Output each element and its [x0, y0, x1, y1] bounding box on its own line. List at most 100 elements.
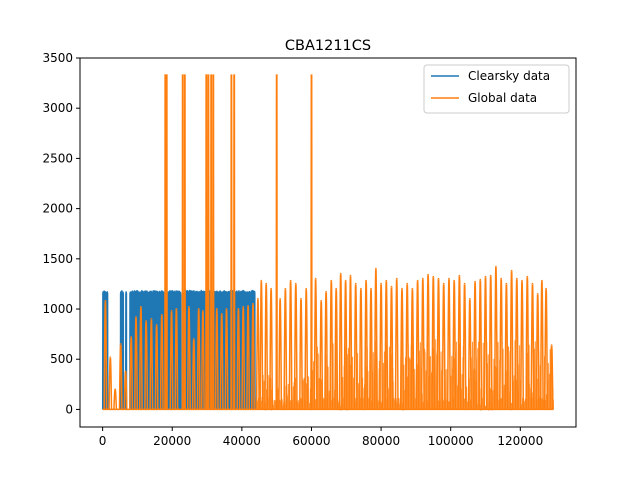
global-daily-peak — [129, 336, 134, 410]
global-daily-peak — [405, 283, 410, 410]
y-tick-label: 0 — [65, 402, 73, 416]
global-spike — [181, 74, 184, 410]
global-daily-peak — [467, 298, 472, 410]
global-daily-peak — [123, 370, 128, 410]
global-spike — [210, 74, 213, 410]
y-tick-label: 2500 — [42, 151, 73, 165]
global-daily-peak — [113, 388, 118, 410]
global-daily-peak — [236, 308, 241, 410]
y-tick-label: 500 — [50, 352, 73, 366]
global-daily-peak — [544, 288, 549, 410]
global-daily-peak — [264, 283, 269, 410]
global-daily-peak — [446, 278, 451, 410]
global-daily-peak — [118, 343, 123, 410]
y-tick-label: 1500 — [42, 252, 73, 266]
global-daily-peak — [324, 291, 329, 410]
global-daily-peak — [259, 280, 264, 410]
global-daily-peak — [304, 288, 309, 410]
x-tick-label: 20000 — [153, 434, 191, 448]
global-daily-peak — [410, 288, 415, 410]
global-daily-peak — [200, 310, 205, 410]
global-daily-peak — [530, 283, 535, 410]
global-spike — [205, 74, 208, 410]
global-daily-peak — [343, 280, 348, 410]
global-daily-peak — [293, 283, 298, 410]
global-daily-peak — [348, 275, 353, 410]
global-daily-peak — [520, 280, 525, 410]
global-daily-peak — [473, 281, 478, 410]
global-daily-peak — [389, 286, 394, 410]
global-daily-peak — [313, 278, 318, 410]
x-tick-label: 60000 — [292, 434, 330, 448]
global-daily-peak — [399, 288, 404, 410]
x-tick-label: 120000 — [497, 434, 543, 448]
global-daily-peak — [108, 356, 113, 410]
global-daily-peak — [255, 298, 260, 410]
legend-box — [423, 64, 570, 114]
global-daily-peak — [493, 265, 498, 410]
x-tick-label: 0 — [99, 434, 107, 448]
global-daily-peak — [103, 300, 108, 410]
global-daily-peak — [379, 283, 384, 410]
global-daily-peak — [504, 283, 509, 410]
global-daily-peak — [329, 280, 334, 410]
global-daily-peak — [159, 314, 164, 410]
global-daily-peak — [539, 280, 544, 410]
global-daily-peak — [288, 280, 293, 410]
global-daily-peak — [174, 308, 179, 410]
global-daily-peak — [299, 298, 303, 410]
global-daily-peak — [138, 306, 143, 410]
global-daily-peak — [251, 303, 255, 410]
global-daily-peak — [478, 279, 483, 410]
x-tick-label: 40000 — [223, 434, 261, 448]
global-daily-peak — [420, 278, 425, 410]
global-spike — [310, 74, 313, 410]
global-daily-peak — [364, 280, 369, 410]
legend-label-clearsky: Clearsky data — [468, 69, 550, 83]
y-tick-label: 3000 — [42, 101, 73, 115]
global-daily-peak — [144, 320, 149, 410]
global-daily-peak — [134, 316, 139, 410]
global-daily-peak — [452, 280, 457, 410]
global-spike — [207, 74, 210, 410]
x-axis: 0 20000 40000 60000 80000 100000 120000 — [99, 427, 543, 448]
axes-frame — [79, 57, 577, 428]
global-daily-peak — [338, 272, 343, 410]
global-daily-peak — [483, 276, 488, 410]
global-daily-peak — [191, 338, 196, 410]
global-daily-peak — [334, 288, 339, 410]
global-spike — [233, 74, 236, 410]
global-daily-peak — [196, 308, 201, 410]
global-daily-peak — [441, 283, 446, 410]
global-daily-peak — [214, 308, 219, 410]
global-daily-peak — [154, 324, 159, 410]
global-spike — [230, 74, 233, 410]
global-daily-peak — [278, 298, 283, 410]
global-spike — [165, 74, 168, 410]
global-daily-peak — [283, 288, 288, 410]
global-daily-peak — [358, 288, 363, 410]
global-spike — [164, 74, 167, 410]
chart-title: CBA1211CS — [285, 38, 371, 54]
global-daily-peak — [246, 305, 251, 410]
global-spike — [212, 74, 215, 410]
global-daily-peak — [269, 288, 274, 410]
global-daily-peak — [394, 278, 399, 410]
global-daily-peak — [426, 274, 431, 410]
global-spike — [183, 74, 186, 410]
y-tick-label: 3500 — [42, 51, 73, 65]
global-daily-peak — [514, 278, 519, 410]
global-daily-peak — [499, 278, 504, 410]
global-daily-peak — [241, 306, 246, 410]
global-daily-peak — [369, 288, 373, 410]
global-daily-peak — [549, 344, 554, 410]
global-daily-peak — [224, 308, 229, 410]
legend-label-global: Global data — [468, 91, 537, 105]
global-daily-peak — [319, 300, 324, 410]
global-daily-peak — [149, 318, 154, 410]
global-daily-peak — [509, 269, 514, 410]
global-daily-peak — [436, 278, 441, 410]
global-daily-peak — [373, 267, 378, 410]
global-daily-peak — [353, 283, 358, 410]
